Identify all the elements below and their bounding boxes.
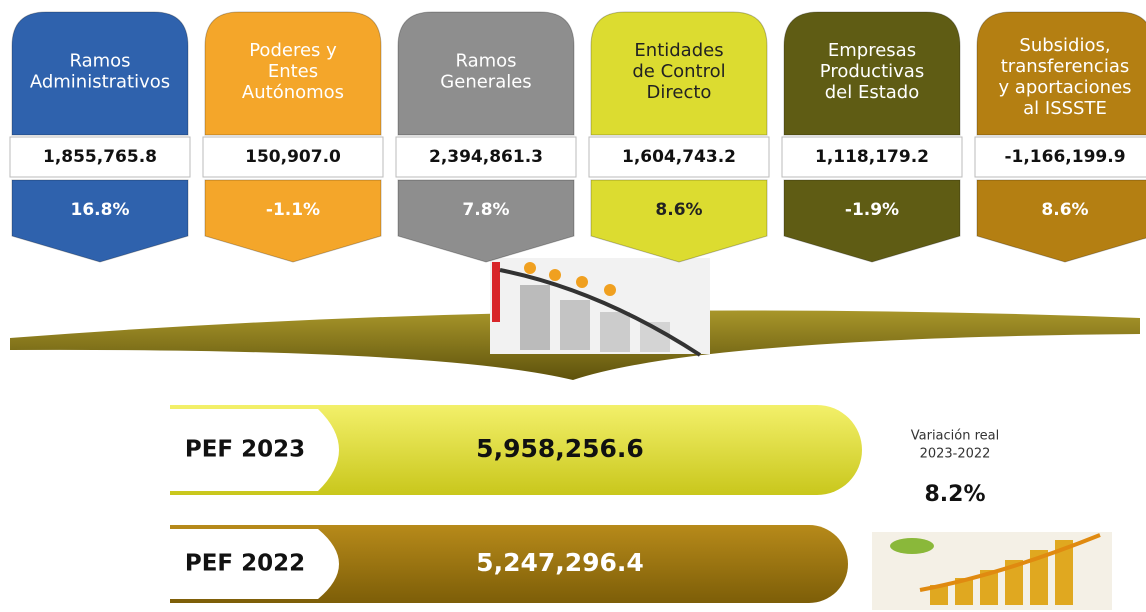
card-label: Poderes y: [249, 40, 337, 61]
infographic: RamosAdministrativos1,855,765.816.8%Pode…: [0, 0, 1146, 612]
card-label: Ramos: [455, 51, 516, 72]
card-label: Productivas: [820, 61, 924, 82]
card-change: 8.6%: [1041, 200, 1088, 220]
card-label: transferencias: [1001, 56, 1129, 77]
card-label: Generales: [440, 72, 531, 93]
card-label: Directo: [647, 82, 712, 103]
total-label: PEF 2022: [185, 551, 305, 577]
change-shield: [784, 180, 960, 262]
card-change: 8.6%: [655, 200, 702, 220]
variation-label: Variación real: [911, 429, 1000, 444]
card-amount: 1,855,765.8: [43, 147, 157, 167]
card-label: Entidades: [634, 40, 723, 61]
card-amount: 1,118,179.2: [815, 147, 929, 167]
card-label: Administrativos: [30, 72, 170, 93]
card-amount: -1,166,199.9: [1004, 147, 1125, 167]
card-amount: 150,907.0: [245, 147, 341, 167]
change-shield: [12, 180, 188, 262]
card-label: Entes: [268, 61, 318, 82]
stairs-illustration: [490, 258, 710, 355]
card-amount: 1,604,743.2: [622, 147, 736, 167]
card-change: -1.1%: [266, 200, 320, 220]
card-label: del Estado: [825, 82, 920, 103]
total-amount: 5,958,256.6: [476, 434, 644, 463]
card-amount: 2,394,861.3: [429, 147, 543, 167]
change-shield: [591, 180, 767, 262]
card-change: 7.8%: [462, 200, 509, 220]
card-label: al ISSSTE: [1023, 98, 1107, 119]
variation-value: 8.2%: [924, 482, 985, 507]
card-change: 16.8%: [71, 200, 130, 220]
change-shield: [977, 180, 1146, 262]
coins-illustration: [872, 532, 1112, 610]
card-label: y aportaciones: [998, 77, 1131, 98]
card-label: Autónomos: [242, 82, 344, 103]
variation-label: 2023-2022: [920, 447, 991, 462]
card-label: Empresas: [828, 40, 916, 61]
total-amount: 5,247,296.4: [476, 548, 644, 577]
card-label: Ramos: [69, 51, 130, 72]
total-label: PEF 2023: [185, 437, 305, 463]
card-label: de Control: [632, 61, 725, 82]
page: PEF html, body { margin: 0; padding: 0; …: [0, 0, 1146, 612]
body: { "cards": [ {"label_lines": ["Ramos", "…: [0, 0, 1146, 612]
change-shield: [205, 180, 381, 262]
change-shield: [398, 180, 574, 262]
card-change: -1.9%: [845, 200, 899, 220]
card-label: Subsidios,: [1019, 35, 1110, 56]
